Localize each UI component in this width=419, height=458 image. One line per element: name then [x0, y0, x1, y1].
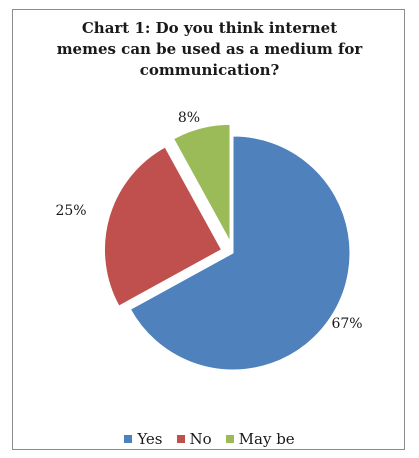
chart-frame: Chart 1: Do you think internet memes can… [12, 9, 405, 450]
data-label-may-be: 8% [178, 110, 200, 126]
pie-chart: 67% 25% 8% [55, 110, 363, 371]
data-label-yes: 67% [331, 316, 362, 332]
pie-slice-may-be [172, 123, 231, 242]
legend-swatch-may-be [225, 435, 234, 443]
chart-title: Chart 1: Do you think internet memes can… [13, 18, 406, 81]
legend-swatch-yes [124, 435, 133, 443]
legend-label-no: No [189, 430, 212, 448]
legend: Yes No May be [13, 430, 406, 448]
legend-swatch-no [176, 435, 185, 443]
legend-label-may-be: May be [238, 430, 295, 448]
data-label-no: 25% [55, 203, 86, 219]
chart-title-line-2: memes can be used as a medium for [56, 40, 363, 58]
legend-item-no: No [176, 430, 212, 448]
legend-item-yes: Yes [124, 430, 163, 448]
legend-label-yes: Yes [137, 430, 163, 448]
pie-slice-yes [129, 135, 351, 371]
pie-slice-no [104, 146, 223, 307]
chart-title-line-3: communication? [139, 61, 280, 79]
chart-title-line-1: Chart 1: Do you think internet [81, 19, 338, 37]
legend-item-may-be: May be [225, 430, 295, 448]
